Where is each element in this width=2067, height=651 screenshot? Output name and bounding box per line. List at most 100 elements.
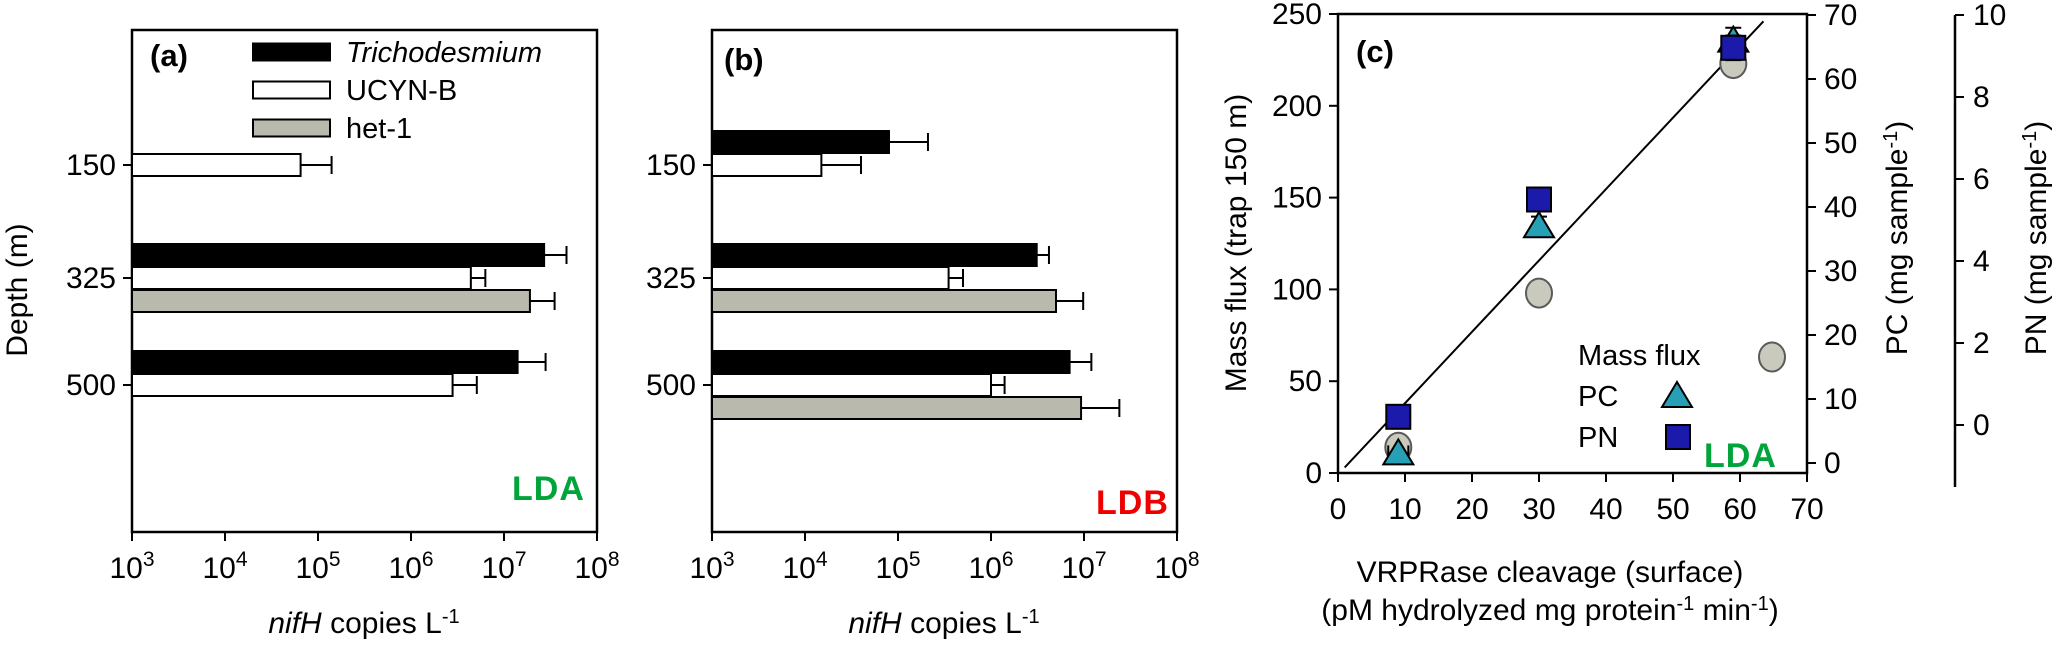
pn-title-main: PN (mg sample [2020, 148, 2053, 356]
massflux-axis-title: Mass flux (trap 150 m) [1220, 93, 1253, 393]
pc-tick-label-30: 30 [1824, 255, 1857, 288]
vrprase-axis-title-line2: (pM hydrolyzed mg protein-1 min-1) [1280, 594, 1820, 628]
panel-a-xtick-label-1e4: 104 [202, 548, 247, 585]
legend-item-het-1: het-1 [346, 113, 413, 145]
panel-a-depth-label-325: 325 [66, 262, 116, 295]
station-tag-lda-a: LDA [512, 470, 585, 508]
legend-marker-pn [1665, 424, 1691, 450]
bar-a-ucyn-b-325 [131, 266, 472, 290]
pn-tick-label-2: 2 [1973, 327, 1990, 360]
panel-a-depth-label-150: 150 [66, 149, 116, 182]
pc-title-sup: -1 [1880, 130, 1902, 149]
panel-b-label: (b) [724, 42, 764, 77]
bar-b-trichodesmium-150 [711, 130, 890, 154]
point-pn-x9 [1385, 403, 1412, 430]
bar-b-trichodesmium-500 [711, 350, 1071, 374]
c-xtick-label-0: 0 [1330, 493, 1347, 526]
station-tag-lda-c: LDA [1704, 437, 1777, 475]
pc-tick-label-0: 0 [1824, 447, 1841, 480]
pc-title-main: PC (mg sample [1881, 148, 1914, 356]
bar-b-trichodesmium-325 [711, 243, 1038, 267]
mf-tick-label-200: 200 [1272, 90, 1322, 123]
pc-tick-label-50: 50 [1824, 127, 1857, 160]
panel-c-frame [1336, 12, 1809, 475]
panel-b-xtick-label-1e4: 104 [782, 548, 827, 585]
panel-b-depth-label-325: 325 [646, 262, 696, 295]
bar-a-ucyn-b-150 [131, 153, 302, 177]
panel-b-depth-label-500: 500 [646, 369, 696, 402]
vrprase-l2-p0: (pM hydrolyzed mg protein [1321, 594, 1677, 627]
panel-a-xtick-label-1e8: 108 [574, 548, 619, 585]
bar-a-trichodesmium-500 [131, 350, 519, 374]
pn-tick-label-8: 8 [1973, 81, 1990, 114]
c-xtick-label-30: 30 [1522, 493, 1555, 526]
bar-a-ucyn-b-500 [131, 373, 454, 397]
regression-line [1343, 20, 1765, 469]
point-pc-x9 [1381, 437, 1416, 466]
mf-tick-label-100: 100 [1272, 273, 1322, 306]
pn-title-sup: -1 [2019, 130, 2041, 149]
c-xtick-label-10: 10 [1388, 493, 1421, 526]
pn-tick-label-4: 4 [1973, 245, 1990, 278]
legend-item-ucyn-b: UCYN-B [346, 75, 458, 107]
panel-b-xtick-label-1e8: 108 [1154, 548, 1199, 585]
pc-title-close: ) [1881, 120, 1914, 131]
vrprase-axis-title-line1: VRPRase cleavage (surface) [1356, 556, 1744, 589]
panel-b-xtick-label-1e3: 103 [689, 548, 734, 585]
vrprase-l2-sup1: -1 [1676, 593, 1695, 615]
pc-tick-label-60: 60 [1824, 63, 1857, 96]
pc-tick-label-10: 10 [1824, 383, 1857, 416]
c-xtick-label-70: 70 [1790, 493, 1823, 526]
pc-axis-title: PC (mg sample-1) [1880, 113, 1914, 363]
mf-tick-label-250: 250 [1272, 0, 1322, 31]
nifh-rest-b: copies L [901, 607, 1022, 640]
c-xtick-label-40: 40 [1589, 493, 1622, 526]
panel-a-xtick-label-1e6: 106 [388, 548, 433, 585]
point-mass-flux-x30 [1525, 277, 1553, 309]
panel-b-depth-label-150: 150 [646, 149, 696, 182]
pn-title-close: ) [2020, 120, 2053, 131]
point-pn-x59 [1720, 34, 1747, 61]
nifh-rest-a: copies L [321, 607, 442, 640]
panel-a-xtick-label-1e7: 107 [481, 548, 526, 585]
bar-b-het-1-325 [711, 289, 1058, 313]
legend-item-mass-flux: Mass flux [1578, 340, 1701, 372]
nifh-sup-b: -1 [1021, 606, 1040, 628]
panel-b-xtick-label-1e6: 106 [968, 548, 1013, 585]
bar-a-het-1-325 [131, 289, 531, 313]
legend-item-trichodesmium: Trichodesmium [346, 37, 543, 69]
panel-a-xtick-label-1e5: 105 [295, 548, 340, 585]
pn-tick-label-0: 0 [1973, 409, 1990, 442]
legend-item-pn: PN [1578, 422, 1619, 454]
legend-marker-pc [1660, 380, 1694, 408]
nifh-axis-title-b: nifH copies L-1 [774, 607, 1114, 641]
pn-tick-label-6: 6 [1973, 163, 1990, 196]
legend-swatch-het-1 [252, 118, 331, 138]
legend-swatch-ucyn-b [252, 80, 331, 100]
pn-tick-label-10: 10 [1973, 0, 2006, 32]
c-xtick-label-60: 60 [1723, 493, 1756, 526]
nifh-sup-a: -1 [441, 606, 460, 628]
bar-b-ucyn-b-150 [711, 153, 823, 177]
panel-a-depth-label-500: 500 [66, 369, 116, 402]
depth-axis-title: Depth (m) [1, 223, 34, 357]
panel-a-xtick-label-1e3: 103 [109, 548, 154, 585]
bar-b-het-1-500 [711, 396, 1083, 420]
mf-tick-label-0: 0 [1305, 457, 1322, 490]
pn-axis-title: PN (mg sample-1) [2019, 113, 2053, 363]
panel-a-label: (a) [150, 38, 188, 73]
nifh-axis-title-a: nifH copies L-1 [194, 607, 534, 641]
c-xtick-label-50: 50 [1656, 493, 1689, 526]
panel-b-xtick-label-1e7: 107 [1061, 548, 1106, 585]
panel-b-xtick-label-1e5: 105 [875, 548, 920, 585]
bar-a-trichodesmium-325 [131, 243, 546, 267]
bar-b-ucyn-b-325 [711, 266, 950, 290]
vrprase-l2-p4: ) [1768, 594, 1779, 627]
bar-b-ucyn-b-500 [711, 373, 992, 397]
pc-tick-label-20: 20 [1824, 319, 1857, 352]
panel-c-label: (c) [1356, 34, 1394, 69]
nifh-italic-b: nifH [848, 607, 902, 640]
legend-item-pc: PC [1578, 381, 1619, 413]
